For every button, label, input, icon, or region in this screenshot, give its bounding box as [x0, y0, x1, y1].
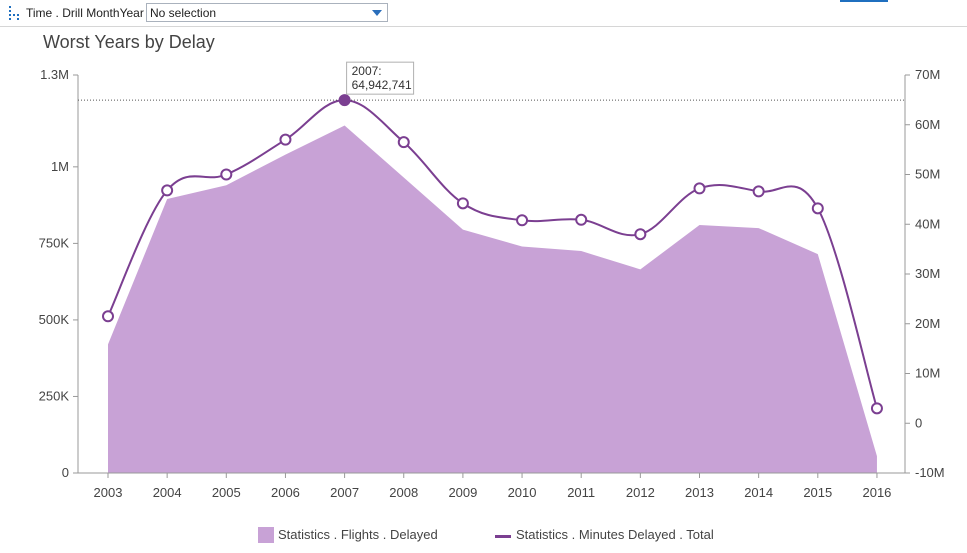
x-tick-label: 2003 — [94, 485, 123, 500]
x-tick-label: 2006 — [271, 485, 300, 500]
x-tick-label: 2010 — [508, 485, 537, 500]
tab-accent — [840, 0, 888, 2]
tooltip-value: 64,942,741 — [352, 78, 412, 92]
line-point-marker — [220, 168, 233, 181]
x-tick-label: 2007 — [330, 485, 359, 500]
select-value: No selection — [150, 6, 217, 20]
tooltip-box — [346, 61, 415, 95]
line-point-marker — [397, 136, 410, 149]
line-point-marker — [161, 184, 174, 197]
x-tick-label: 2011 — [567, 485, 595, 500]
line-point-marker — [456, 197, 469, 210]
x-tick-label: 2012 — [626, 485, 655, 500]
y-right-tick-label: -10M — [915, 465, 945, 480]
line-point-marker — [575, 213, 588, 226]
line-point-marker — [279, 133, 292, 146]
legend-label-minutes-delayed[interactable]: Statistics . Minutes Delayed . Total — [516, 527, 714, 542]
chart-title: Worst Years by Delay — [43, 32, 215, 52]
drill-month-year-select[interactable]: No selection — [146, 3, 388, 22]
y-right-tick-label: 0 — [915, 415, 922, 430]
filter-bar: Time . Drill MonthYear No selection — [0, 0, 967, 27]
y-left-tick-label: 1.3M — [40, 67, 69, 82]
filter-label: Time . Drill MonthYear — [26, 6, 144, 20]
x-tick-label: 2009 — [448, 485, 477, 500]
hierarchy-drill-icon[interactable] — [8, 5, 24, 21]
y-left-tick-label: 250K — [39, 388, 70, 403]
x-tick-label: 2004 — [153, 485, 182, 500]
x-tick-label: 2015 — [803, 485, 832, 500]
line-point-marker — [338, 94, 351, 107]
y-right-tick-label: 60M — [915, 117, 940, 132]
y-right-tick-label: 10M — [915, 366, 940, 381]
line-point-marker — [102, 310, 114, 323]
y-left-tick-label: 500K — [39, 312, 70, 327]
legend-swatch-minutes-delayed[interactable] — [495, 535, 511, 538]
x-tick-label: 2008 — [389, 485, 418, 500]
chevron-down-icon[interactable] — [370, 7, 384, 19]
y-right-tick-label: 30M — [915, 266, 940, 281]
line-point-marker — [811, 202, 824, 215]
legend-swatch-flights-delayed[interactable] — [258, 527, 274, 543]
line-point-marker — [752, 185, 765, 198]
area-series-flights-delayed — [108, 125, 877, 473]
y-right-tick-label: 40M — [915, 216, 940, 231]
y-left-tick-label: 0 — [62, 465, 69, 480]
y-right-tick-label: 70M — [915, 67, 940, 82]
y-right-tick-label: 50M — [915, 167, 940, 182]
x-tick-label: 2005 — [212, 485, 241, 500]
x-tick-label: 2014 — [744, 485, 773, 500]
legend-label-flights-delayed[interactable]: Statistics . Flights . Delayed — [278, 527, 438, 542]
line-point-marker — [870, 402, 883, 415]
line-point-marker — [693, 182, 706, 195]
line-point-marker — [516, 214, 529, 227]
x-tick-label: 2013 — [685, 485, 714, 500]
line-point-marker — [634, 228, 647, 241]
tooltip-label: 2007: — [352, 64, 382, 78]
y-left-tick-label: 750K — [39, 235, 70, 250]
y-left-tick-label: 1M — [51, 159, 69, 174]
x-tick-label: 2016 — [862, 485, 891, 500]
y-right-tick-label: 20M — [915, 316, 940, 331]
